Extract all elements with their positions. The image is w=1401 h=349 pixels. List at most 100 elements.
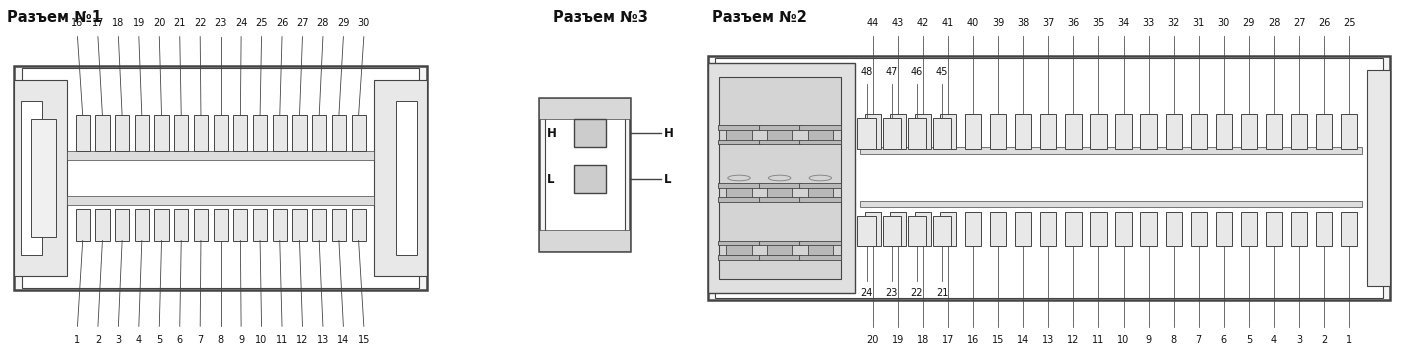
- Bar: [890, 212, 906, 246]
- Bar: [759, 197, 801, 202]
- Text: 6: 6: [177, 335, 182, 345]
- Bar: [1341, 212, 1358, 246]
- Text: 19: 19: [891, 335, 904, 345]
- Bar: [1065, 212, 1082, 246]
- Text: 28: 28: [317, 18, 329, 28]
- Text: 6: 6: [1220, 335, 1227, 345]
- Text: 4: 4: [1271, 335, 1278, 345]
- Text: 8: 8: [217, 335, 224, 345]
- Text: 38: 38: [1017, 18, 1030, 28]
- Text: 35: 35: [1093, 18, 1104, 28]
- Bar: [799, 183, 841, 187]
- Bar: [352, 209, 366, 240]
- Text: 19: 19: [133, 18, 144, 28]
- Text: 15: 15: [992, 335, 1005, 345]
- Bar: [1191, 114, 1206, 149]
- Bar: [193, 116, 207, 151]
- Bar: [860, 201, 1362, 207]
- Text: 18: 18: [112, 18, 125, 28]
- Bar: [768, 244, 793, 257]
- Bar: [1140, 114, 1157, 149]
- Bar: [273, 116, 287, 151]
- Bar: [1216, 212, 1231, 246]
- Text: 34: 34: [1118, 18, 1129, 28]
- Bar: [965, 212, 981, 246]
- Bar: [67, 151, 374, 160]
- Text: 20: 20: [153, 18, 165, 28]
- Bar: [95, 209, 109, 240]
- Bar: [213, 116, 228, 151]
- Bar: [965, 114, 981, 149]
- Bar: [1290, 114, 1307, 149]
- Bar: [1166, 212, 1182, 246]
- Bar: [76, 209, 90, 240]
- Text: 23: 23: [214, 18, 227, 28]
- Text: 10: 10: [255, 335, 268, 345]
- Bar: [539, 98, 630, 119]
- Bar: [799, 240, 841, 245]
- Bar: [857, 118, 876, 149]
- Bar: [22, 68, 419, 288]
- Bar: [759, 125, 801, 130]
- Text: 16: 16: [967, 335, 979, 345]
- Text: 5: 5: [156, 335, 163, 345]
- Bar: [1040, 114, 1056, 149]
- Bar: [860, 147, 1362, 154]
- Bar: [1216, 114, 1231, 149]
- Text: 26: 26: [276, 18, 289, 28]
- Bar: [1241, 114, 1257, 149]
- Text: 28: 28: [1268, 18, 1281, 28]
- Bar: [332, 116, 346, 151]
- Bar: [193, 209, 207, 240]
- Text: 42: 42: [916, 18, 929, 28]
- Text: 39: 39: [992, 18, 1005, 28]
- Bar: [1267, 212, 1282, 246]
- Bar: [908, 216, 926, 246]
- Bar: [991, 114, 1006, 149]
- Bar: [67, 196, 374, 205]
- Text: Разъем №2: Разъем №2: [712, 10, 807, 25]
- Bar: [14, 66, 427, 290]
- Text: 14: 14: [1017, 335, 1030, 345]
- Bar: [807, 128, 832, 141]
- Bar: [864, 114, 881, 149]
- Bar: [273, 209, 287, 240]
- Bar: [1090, 212, 1107, 246]
- Bar: [31, 119, 56, 237]
- Text: 9: 9: [238, 335, 244, 345]
- Bar: [1316, 212, 1332, 246]
- Bar: [915, 212, 932, 246]
- Text: H: H: [546, 127, 556, 140]
- Text: 16: 16: [71, 18, 84, 28]
- Bar: [396, 101, 417, 255]
- Text: 13: 13: [317, 335, 329, 345]
- Text: 7: 7: [1195, 335, 1202, 345]
- Bar: [115, 116, 129, 151]
- Text: 1: 1: [1346, 335, 1352, 345]
- Bar: [374, 80, 427, 276]
- Text: 29: 29: [338, 18, 350, 28]
- Bar: [717, 255, 759, 260]
- Bar: [332, 209, 346, 240]
- Bar: [799, 255, 841, 260]
- Bar: [759, 255, 801, 260]
- Bar: [717, 240, 759, 245]
- Bar: [1115, 114, 1132, 149]
- Bar: [539, 98, 630, 251]
- Bar: [717, 140, 759, 144]
- Bar: [254, 209, 268, 240]
- Text: 22: 22: [911, 288, 923, 298]
- Text: H: H: [664, 127, 674, 140]
- Text: 27: 27: [1293, 18, 1306, 28]
- Bar: [883, 216, 901, 246]
- Bar: [759, 240, 801, 245]
- Bar: [807, 244, 832, 257]
- Text: 41: 41: [941, 18, 954, 28]
- Bar: [864, 212, 881, 246]
- Bar: [1191, 212, 1206, 246]
- Bar: [708, 56, 1390, 300]
- Text: L: L: [546, 173, 555, 186]
- Bar: [726, 128, 752, 141]
- Text: 47: 47: [885, 67, 898, 77]
- Text: 37: 37: [1042, 18, 1055, 28]
